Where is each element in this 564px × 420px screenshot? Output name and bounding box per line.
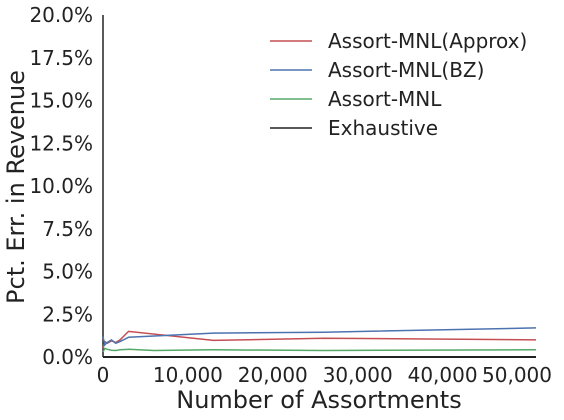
x-tick-label: 30,000 <box>323 363 393 387</box>
legend-label-exhaustive: Exhaustive <box>328 116 438 140</box>
x-tick-label: 10,000 <box>153 363 223 387</box>
y-tick-label: 2.5% <box>42 302 93 326</box>
x-tick-label: 20,000 <box>238 363 308 387</box>
y-tick-label: 0.0% <box>42 345 93 369</box>
legend-label-assort-mnl: Assort-MNL <box>328 87 442 111</box>
x-tick-labels: 0 10,000 20,000 30,000 40,000 50,000 <box>97 363 552 387</box>
series-lines <box>102 327 537 358</box>
x-tick-label: 40,000 <box>408 363 478 387</box>
legend-label-assort-mnl-approx: Assort-MNL(Approx) <box>328 29 527 53</box>
x-tick-label: 0 <box>97 363 110 387</box>
y-tick-label: 15.0% <box>29 89 93 113</box>
x-axis-label: Number of Assortments <box>176 386 461 414</box>
y-tick-label: 12.5% <box>29 131 93 155</box>
y-tick-label: 20.0% <box>29 3 93 27</box>
y-axis-label: Pct. Err. in Revenue <box>2 70 30 304</box>
series-line-assort-mnl <box>102 347 537 353</box>
legend: Assort-MNL(Approx) Assort-MNL(BZ) Assort-M… <box>270 29 527 140</box>
x-tick-label: 50,000 <box>482 363 552 387</box>
y-tick-label: 10.0% <box>29 174 93 198</box>
y-tick-label: 7.5% <box>42 217 93 241</box>
y-tick-label: 17.5% <box>29 46 93 70</box>
y-tick-labels: 0.0% 2.5% 5.0% 7.5% 10.0% 12.5% 15.0% 17.5% 20.0… <box>29 3 93 369</box>
series-line-assort-mnl-approx <box>102 330 537 349</box>
legend-label-assort-mnl-bz: Assort-MNL(BZ) <box>328 58 484 82</box>
series-line-assort-mnl-bz <box>102 327 537 347</box>
y-tick-label: 5.0% <box>42 260 93 284</box>
